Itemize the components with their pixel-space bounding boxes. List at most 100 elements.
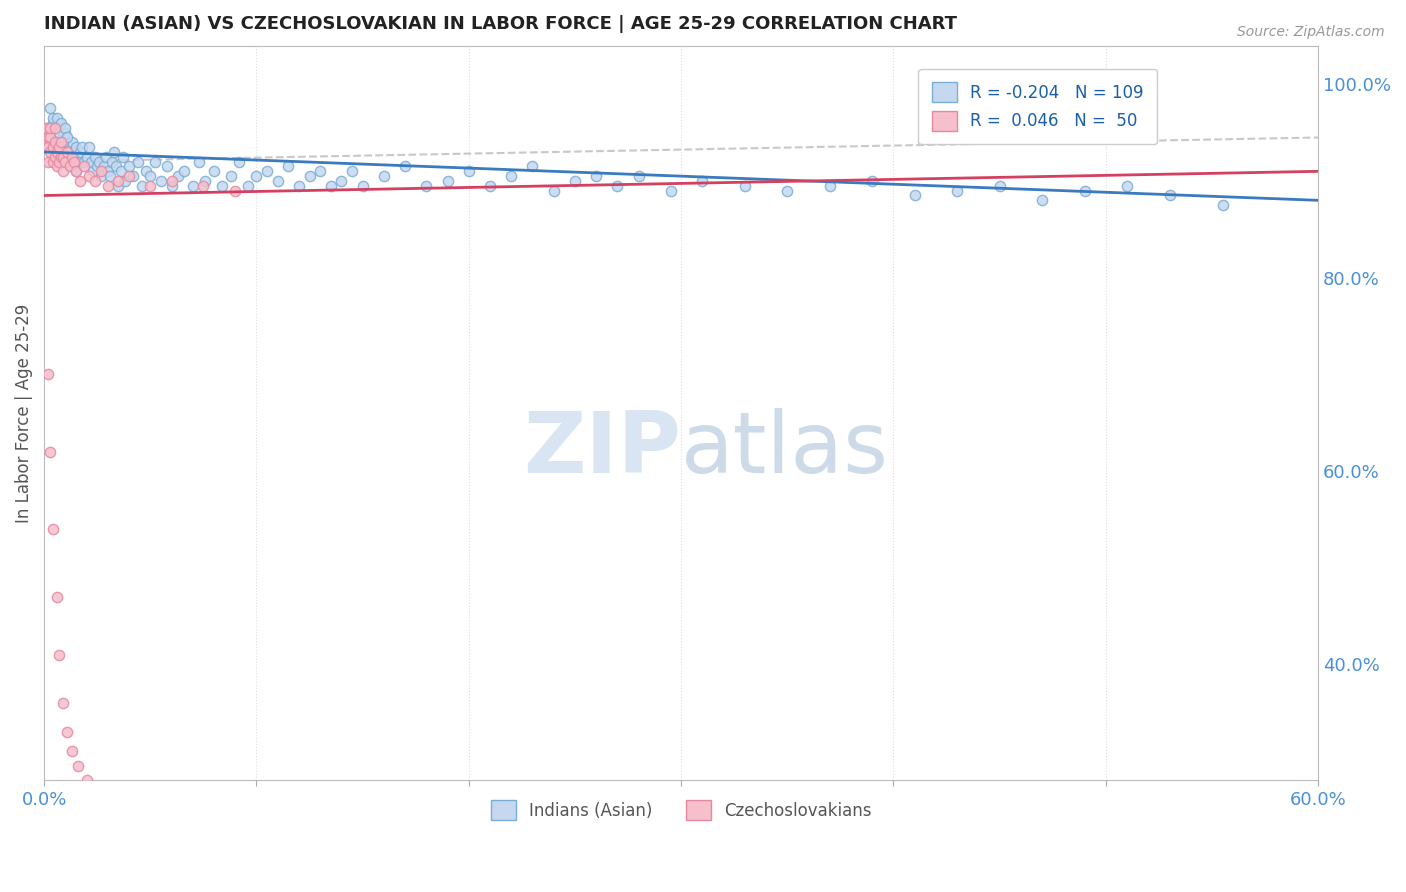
Point <box>659 184 682 198</box>
Point <box>904 188 927 202</box>
Point <box>44 120 66 135</box>
Point <box>56 145 79 159</box>
Point <box>37 368 59 382</box>
Point <box>373 169 395 183</box>
Point <box>606 178 628 193</box>
Point <box>1159 188 1181 202</box>
Point <box>56 130 79 145</box>
Point <box>167 169 190 183</box>
Point <box>60 136 83 150</box>
Point <box>139 178 162 193</box>
Point <box>860 174 883 188</box>
Point <box>90 164 112 178</box>
Point <box>69 174 91 188</box>
Point <box>135 164 157 178</box>
Point <box>98 169 121 183</box>
Point <box>41 522 63 536</box>
Point <box>501 169 523 183</box>
Point <box>77 140 100 154</box>
Point <box>114 174 136 188</box>
Point <box>65 140 87 154</box>
Point <box>63 154 86 169</box>
Point <box>86 160 108 174</box>
Point <box>97 178 120 193</box>
Point <box>1073 184 1095 198</box>
Text: ZIP: ZIP <box>523 409 681 491</box>
Point <box>90 169 112 183</box>
Point <box>52 130 75 145</box>
Point <box>288 178 311 193</box>
Point <box>37 154 59 169</box>
Point <box>118 169 141 183</box>
Point <box>107 174 129 188</box>
Point <box>48 140 70 154</box>
Point <box>319 178 342 193</box>
Point <box>41 111 63 125</box>
Point <box>734 178 756 193</box>
Point <box>41 154 63 169</box>
Point <box>309 164 332 178</box>
Point <box>173 164 195 178</box>
Point <box>52 150 75 164</box>
Point <box>60 150 83 164</box>
Point <box>160 174 183 188</box>
Point <box>211 178 233 193</box>
Point <box>93 160 115 174</box>
Point <box>60 744 83 758</box>
Point <box>277 160 299 174</box>
Point <box>65 164 87 178</box>
Point <box>139 169 162 183</box>
Point <box>58 140 80 154</box>
Point <box>105 160 128 174</box>
Point <box>49 116 72 130</box>
Point <box>52 164 75 178</box>
Text: INDIAN (ASIAN) VS CZECHOSLOVAKIAN IN LABOR FORCE | AGE 25-29 CORRELATION CHART: INDIAN (ASIAN) VS CZECHOSLOVAKIAN IN LAB… <box>44 15 957 33</box>
Legend: Indians (Asian), Czechoslovakians: Indians (Asian), Czechoslovakians <box>484 793 879 827</box>
Point <box>37 130 59 145</box>
Point <box>202 164 225 178</box>
Point <box>44 136 66 150</box>
Point <box>63 150 86 164</box>
Point <box>228 154 250 169</box>
Point <box>149 174 172 188</box>
Point <box>37 140 59 154</box>
Point <box>35 136 58 150</box>
Text: atlas: atlas <box>681 409 889 491</box>
Point <box>44 120 66 135</box>
Point <box>48 126 70 140</box>
Point <box>340 164 363 178</box>
Point <box>53 126 76 140</box>
Point <box>394 160 416 174</box>
Point <box>67 759 90 773</box>
Point <box>49 136 72 150</box>
Point <box>48 116 70 130</box>
Point <box>94 150 117 164</box>
Point <box>194 174 217 188</box>
Point <box>118 160 141 174</box>
Point <box>37 120 59 135</box>
Text: Source: ZipAtlas.com: Source: ZipAtlas.com <box>1237 25 1385 39</box>
Point <box>77 169 100 183</box>
Point <box>122 169 145 183</box>
Point <box>39 130 62 145</box>
Point <box>39 145 62 159</box>
Point <box>127 154 149 169</box>
Y-axis label: In Labor Force | Age 25-29: In Labor Force | Age 25-29 <box>15 303 32 523</box>
Point <box>266 174 288 188</box>
Point <box>73 154 96 169</box>
Point <box>73 160 96 174</box>
Point <box>45 111 67 125</box>
Point <box>48 648 70 662</box>
Point <box>45 145 67 159</box>
Point <box>56 154 79 169</box>
Point <box>44 126 66 140</box>
Point <box>58 160 80 174</box>
Point <box>35 120 58 135</box>
Point <box>49 150 72 164</box>
Point <box>65 164 87 178</box>
Point <box>56 725 79 739</box>
Point <box>776 184 799 198</box>
Point <box>48 154 70 169</box>
Point <box>522 160 544 174</box>
Point <box>256 164 278 178</box>
